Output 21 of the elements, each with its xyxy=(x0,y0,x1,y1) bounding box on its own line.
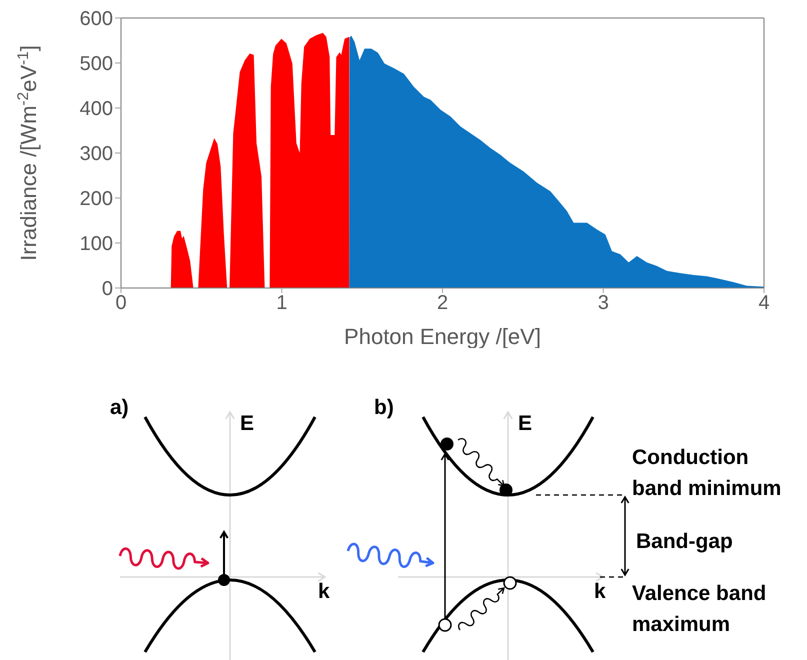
x-tick-label: 2 xyxy=(436,292,448,314)
y-tick-label: 400 xyxy=(80,98,113,120)
x-tick-label: 3 xyxy=(598,292,609,314)
text: b) xyxy=(374,395,395,421)
y-tick-label: 300 xyxy=(80,143,113,166)
text: Band-gap xyxy=(636,529,734,555)
y-tick-label: 500 xyxy=(80,53,113,76)
y-tick-label: 600 xyxy=(80,8,113,30)
x-tick-label: 0 xyxy=(115,292,127,314)
text: Valence band maximum xyxy=(632,581,768,638)
y-tick-label: 200 xyxy=(80,188,113,210)
y-tick-label: 0 xyxy=(102,278,113,300)
text: E xyxy=(518,411,534,437)
text: Conduction band minimum xyxy=(632,445,782,502)
x-tick-label: 4 xyxy=(758,292,770,314)
y-tick-label: 100 xyxy=(80,233,113,256)
text: a) xyxy=(110,395,130,421)
text: k xyxy=(318,579,331,605)
x-tick-label: 1 xyxy=(276,292,288,314)
text: k xyxy=(594,579,607,605)
text: E xyxy=(240,411,256,437)
